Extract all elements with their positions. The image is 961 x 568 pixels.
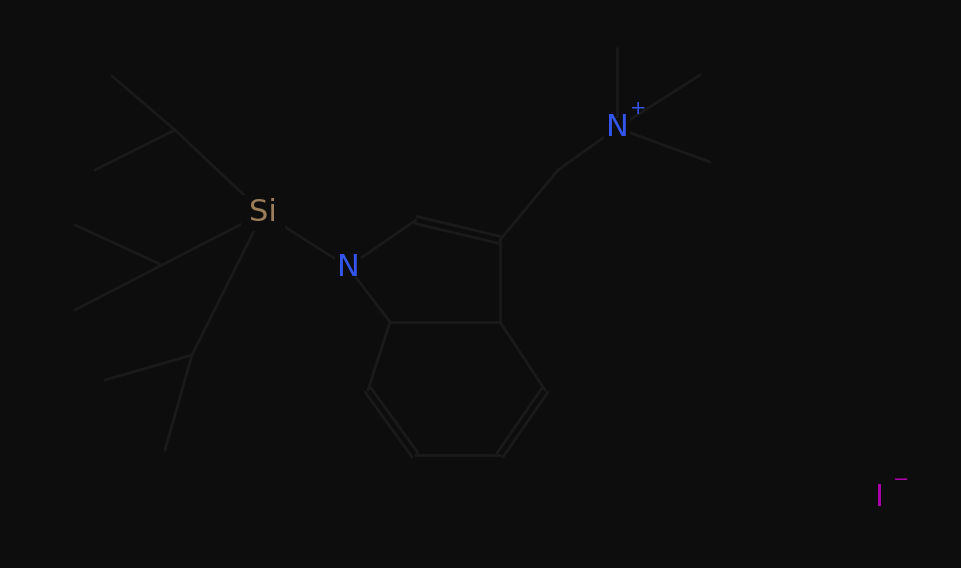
Text: N: N: [605, 114, 628, 143]
Text: −: −: [892, 470, 908, 488]
Bar: [334, 257, 360, 277]
Text: +: +: [629, 99, 646, 119]
Text: N: N: [336, 253, 359, 282]
Text: Si: Si: [249, 198, 277, 228]
Bar: [241, 195, 284, 231]
Bar: [604, 118, 629, 139]
Bar: [866, 487, 892, 508]
Text: I: I: [875, 483, 883, 512]
